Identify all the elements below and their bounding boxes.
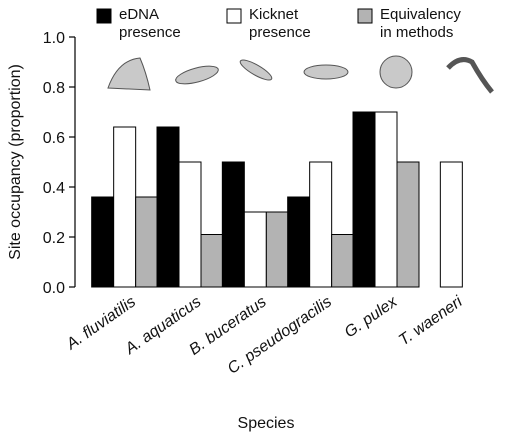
legend-swatch [96,8,112,24]
y-tick-label: 0.0 [43,280,65,297]
legend-swatch [226,8,242,24]
illustration [446,57,494,94]
illustration [175,65,219,85]
bar [287,196,311,288]
y-axis-title: Site occupancy (proportion) [7,64,24,260]
illustration [107,57,151,91]
y-tick-label: 0.4 [43,180,65,197]
bar [243,211,267,288]
bar [331,234,355,288]
bar [309,161,333,288]
bar [156,126,180,288]
bar [200,234,224,288]
bar [374,111,398,288]
legend-label: Kicknet presence [249,6,311,41]
bar [221,161,245,288]
bar [265,211,289,288]
y-tick-label: 0.2 [43,230,65,247]
bar [439,161,463,288]
illustration [239,59,273,81]
species-illustrations [107,55,494,94]
y-tick-label: 0.8 [43,80,65,97]
bar [396,161,420,288]
legend-label: Equivalency in methods [380,6,461,41]
illustration [379,55,413,89]
bar [91,196,115,288]
bar [352,111,376,288]
legend-label: eDNA presence [119,6,181,41]
x-tick-label: G. pulex [342,293,401,342]
bar [135,196,159,288]
legend-swatch [357,8,373,24]
y-tick-label: 1.0 [43,30,65,47]
bar [113,126,137,288]
y-tick-label: 0.6 [43,130,65,147]
illustration [303,64,349,80]
bar [178,161,202,288]
x-axis-title: Species [238,415,295,432]
x-tick-label: T. waeneri [396,293,466,349]
